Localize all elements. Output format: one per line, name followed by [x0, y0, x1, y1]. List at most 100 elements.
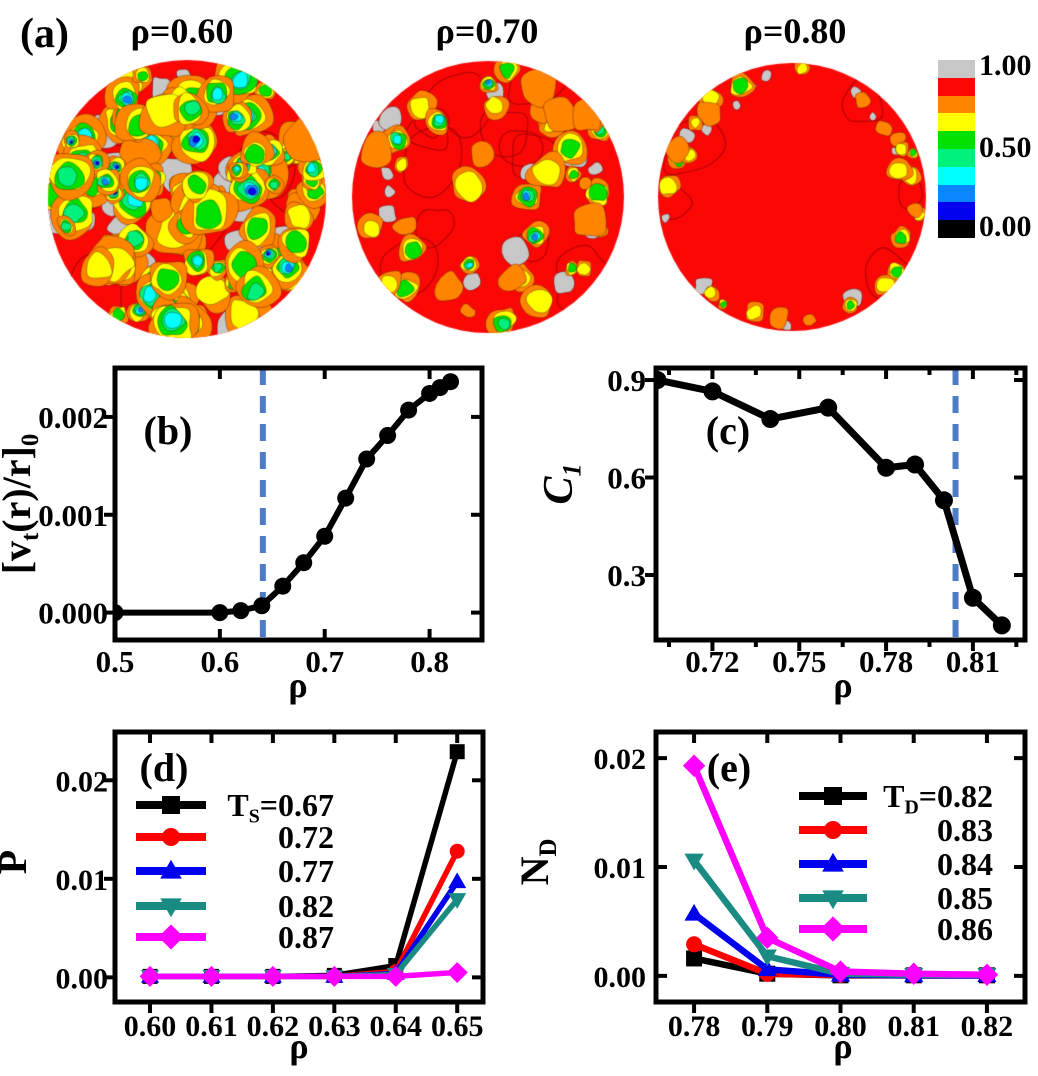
x-tick-label: 0.5 — [96, 644, 135, 679]
contour-plot-rho-0.80 — [656, 61, 928, 333]
data-point-marker — [934, 491, 953, 510]
y-tick-label: 0.9 — [607, 363, 646, 398]
y-axis-label: P — [0, 850, 35, 874]
y-tick-label: 0.00 — [594, 961, 647, 994]
series-C1 — [656, 371, 1011, 635]
y-tick-label: 0.01 — [594, 852, 647, 885]
data-point-marker — [385, 965, 407, 987]
axis-frame — [112, 729, 486, 1005]
data-point-marker — [686, 950, 703, 967]
data-point-marker — [448, 872, 467, 889]
y-tick-label: 0.01 — [56, 864, 109, 897]
panel-letter: (e) — [707, 745, 751, 790]
x-tick-label: 0.80 — [814, 1010, 867, 1043]
legend-label: 0.87 — [278, 919, 334, 955]
axis-frame — [653, 365, 1028, 643]
panel-e: 0.78 0.79 0.80 0.81 0.82 0.00 0.01 0.02 (e) ρ ND TD… — [512, 729, 1028, 1066]
data-point-marker — [824, 787, 842, 805]
panel-letter: (b) — [144, 408, 193, 453]
plot-area — [656, 371, 1011, 635]
x-tick-label: 0.65 — [431, 1010, 484, 1043]
series-vt_over_r — [115, 373, 460, 622]
y-tick-label: 0.00 — [56, 962, 109, 995]
x-tick-label: 0.72 — [685, 644, 739, 679]
contour-plot-rho-0.60 — [46, 58, 328, 340]
axis-ticks — [645, 368, 1025, 651]
colorbar-label-max: 1.00 — [979, 49, 1032, 82]
panel-letter: (d) — [140, 745, 189, 790]
colorbar-segment — [938, 220, 975, 238]
colorbar-segment — [938, 166, 975, 185]
series-line — [150, 969, 458, 980]
contour-title-2: ρ=0.70 — [435, 11, 539, 51]
legend-label: 0.82 — [278, 888, 334, 924]
y-axis-label: [vt(r)/r]0 — [0, 434, 44, 575]
y-axis-label: ND — [512, 839, 562, 886]
x-axis-label: ρ — [289, 1026, 308, 1066]
legend-label: 0.86 — [937, 911, 993, 947]
y-axis-label: C1 — [536, 463, 586, 504]
panel-c: 0.72 0.75 0.78 0.81 0.3 0.6 0.9 (c) ρ C1 — [536, 363, 1028, 705]
data-point-marker — [656, 371, 667, 390]
plot-area — [115, 373, 460, 622]
colorbar-label-mid: 0.50 — [979, 131, 1032, 164]
data-point-marker — [337, 489, 355, 507]
colorbar — [938, 60, 975, 238]
legend-label: 0.84 — [937, 846, 993, 882]
data-point-marker — [992, 616, 1011, 635]
panel-letter: (c) — [706, 408, 750, 453]
y-tick-label: 0.001 — [38, 498, 108, 533]
data-point-marker — [162, 828, 180, 846]
legend-label: 0.85 — [937, 880, 993, 916]
y-tick-label: 0.3 — [607, 558, 646, 593]
axis-ticks — [656, 732, 1025, 1013]
x-tick-label: 0.78 — [668, 1010, 721, 1043]
data-point-marker — [686, 936, 703, 953]
data-point-marker — [316, 527, 334, 545]
data-point-marker — [963, 588, 982, 607]
data-point-marker — [682, 754, 706, 777]
y-tick-label: 0.02 — [56, 765, 109, 798]
legend-label: 0.77 — [278, 853, 334, 889]
data-point-marker — [139, 965, 161, 987]
data-point-marker — [253, 597, 271, 615]
data-point-marker — [400, 401, 418, 419]
legend-label: 0.72 — [278, 819, 334, 855]
colorbar-segment — [938, 202, 975, 221]
data-point-marker — [448, 893, 467, 909]
data-point-marker — [262, 965, 284, 987]
x-axis-label: ρ — [833, 1026, 852, 1066]
panel-b: 0.5 0.6 0.7 0.8 0.000 0.001 0.002 (b) ρ [vt(r)/r]… — [0, 365, 485, 705]
colorbar-segment — [938, 113, 975, 132]
axis-ticks — [104, 368, 482, 640]
data-point-marker — [756, 926, 779, 949]
data-point-marker — [902, 962, 925, 985]
data-point-marker — [295, 554, 313, 572]
data-point-marker — [829, 960, 852, 983]
data-point-marker — [684, 853, 704, 871]
legend: TD=0.820.830.840.850.86 — [799, 778, 993, 947]
data-point-marker — [684, 903, 704, 921]
data-point-marker — [232, 602, 250, 620]
data-point-marker — [323, 965, 345, 987]
data-point-marker — [757, 959, 777, 977]
x-tick-label: 0.78 — [859, 644, 913, 679]
data-point-marker — [358, 450, 376, 468]
colorbar-segment — [938, 77, 975, 96]
contour-title-3: ρ=0.80 — [743, 11, 847, 51]
data-point-marker — [379, 427, 397, 445]
data-point-marker — [274, 577, 292, 595]
data-point-marker — [446, 961, 468, 983]
colorbar-label-min: 0.00 — [979, 210, 1032, 243]
x-tick-label: 0.8 — [410, 644, 449, 679]
data-point-marker — [449, 744, 465, 760]
panel-d: 0.60 0.61 0.62 0.63 0.64 0.65 0.00 0.01 0.02 (d) ρ… — [0, 729, 486, 1066]
colorbar-segment — [938, 131, 975, 149]
x-tick-label: 0.7 — [305, 644, 344, 679]
data-point-marker — [211, 604, 229, 622]
colorbar-segment — [938, 60, 975, 78]
x-tick-label: 0.61 — [185, 1010, 238, 1043]
data-point-marker — [975, 963, 999, 986]
